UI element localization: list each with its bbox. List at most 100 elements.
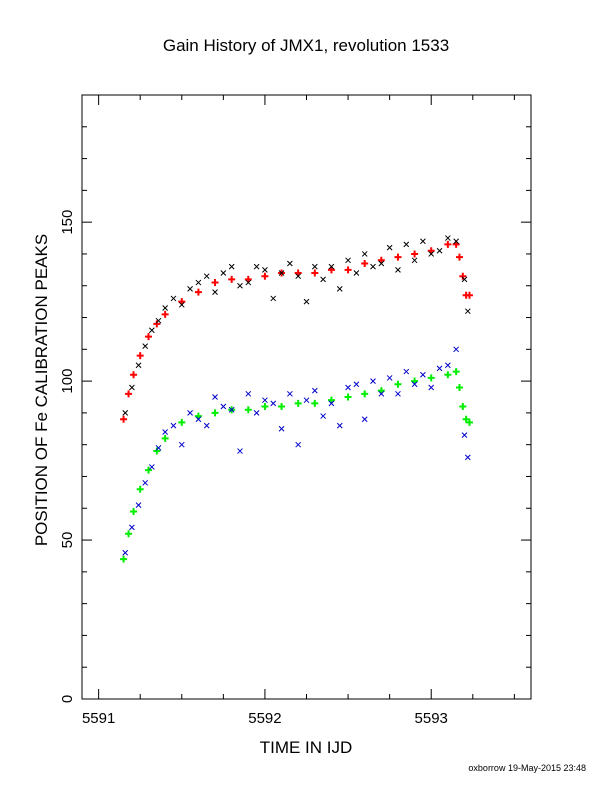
- data-point: [194, 288, 202, 296]
- data-point: [328, 400, 335, 407]
- data-point: [345, 257, 351, 264]
- data-point: [459, 272, 467, 280]
- data-point: [170, 295, 177, 302]
- data-point: [261, 272, 269, 280]
- y-tick-label: 150: [59, 210, 76, 235]
- data-point: [327, 396, 335, 404]
- data-point: [452, 240, 460, 248]
- data-point: [270, 400, 277, 407]
- data-point: [287, 260, 293, 267]
- data-point: [261, 403, 269, 411]
- data-point: [294, 269, 302, 277]
- data-point: [361, 390, 369, 398]
- data-point: [370, 378, 376, 384]
- data-point: [295, 441, 302, 448]
- x-tick-label: 5593: [415, 710, 448, 727]
- data-point: [353, 381, 360, 388]
- data-point: [370, 263, 376, 270]
- data-point: [228, 263, 235, 270]
- data-point: [453, 238, 460, 245]
- data-point: [361, 416, 368, 423]
- data-point: [427, 247, 435, 255]
- data-point: [245, 279, 252, 286]
- y-tick-label: 100: [59, 369, 76, 394]
- data-point: [444, 362, 451, 369]
- data-point: [245, 390, 252, 397]
- data-point: [455, 383, 463, 391]
- data-point: [295, 273, 302, 280]
- data-point: [464, 454, 471, 461]
- data-point: [411, 377, 419, 385]
- data-point: [420, 371, 426, 378]
- data-point: [428, 384, 435, 391]
- data-point: [195, 416, 202, 423]
- data-point: [228, 406, 235, 413]
- series-0: [120, 240, 473, 423]
- series-1: [120, 368, 473, 563]
- data-point: [178, 298, 186, 306]
- data-point: [278, 270, 285, 276]
- data-point: [142, 343, 149, 349]
- data-point: [211, 409, 219, 417]
- x-tick-label: 5591: [82, 710, 115, 727]
- data-point: [148, 327, 155, 334]
- data-point: [237, 282, 243, 289]
- data-point: [220, 270, 227, 276]
- data-point: [162, 429, 169, 435]
- data-point: [122, 410, 129, 416]
- data-point: [452, 368, 460, 376]
- data-point: [328, 263, 335, 270]
- data-point: [394, 380, 402, 388]
- data-point: [153, 447, 161, 455]
- data-point: [155, 317, 162, 324]
- data-point: [125, 530, 133, 538]
- data-point: [353, 270, 360, 276]
- data-point: [386, 375, 393, 381]
- x-axis-label: TIME IN IJD: [259, 738, 353, 757]
- data-point: [336, 286, 343, 292]
- data-point: [395, 390, 401, 397]
- data-point: [170, 422, 177, 429]
- data-point: [303, 397, 310, 404]
- data-point: [130, 507, 138, 515]
- data-point: [120, 555, 128, 563]
- data-point: [344, 393, 352, 401]
- y-tick-label: 50: [59, 532, 76, 549]
- plot-frame: [81, 94, 532, 700]
- data-point: [135, 362, 142, 369]
- data-point: [211, 279, 219, 287]
- data-point: [244, 275, 252, 283]
- y-axis-label: POSITION OF Fe CALIBRATION PEAKS: [32, 233, 51, 547]
- data-point: [344, 266, 352, 274]
- data-point: [136, 485, 144, 493]
- data-point: [444, 371, 452, 379]
- data-point: [465, 291, 473, 299]
- series-2: [122, 235, 471, 416]
- data-point: [311, 269, 319, 277]
- data-point: [148, 464, 155, 470]
- data-point: [162, 305, 169, 311]
- axes: 5591 5592 5593 0 50 100 150: [59, 95, 531, 727]
- data-point: [195, 279, 202, 286]
- data-point: [178, 418, 186, 426]
- data-point: [294, 399, 302, 407]
- data-point: [461, 276, 468, 283]
- data-point: [464, 308, 471, 315]
- data-point: [244, 406, 252, 414]
- data-point: [311, 263, 318, 270]
- data-point: [427, 374, 435, 382]
- data-point: [461, 432, 468, 439]
- data-point: [135, 502, 142, 508]
- data-point: [361, 251, 368, 257]
- data-point: [145, 333, 153, 341]
- data-point: [194, 412, 202, 420]
- data-point: [278, 403, 286, 411]
- data-point: [403, 241, 410, 248]
- data-point: [212, 394, 218, 400]
- data-point: [178, 441, 185, 448]
- data-point: [161, 434, 169, 442]
- data-point: [212, 289, 218, 295]
- x-tick-label: 5592: [248, 710, 281, 727]
- data-point: [303, 298, 310, 305]
- y-tick-label: 0: [59, 695, 76, 703]
